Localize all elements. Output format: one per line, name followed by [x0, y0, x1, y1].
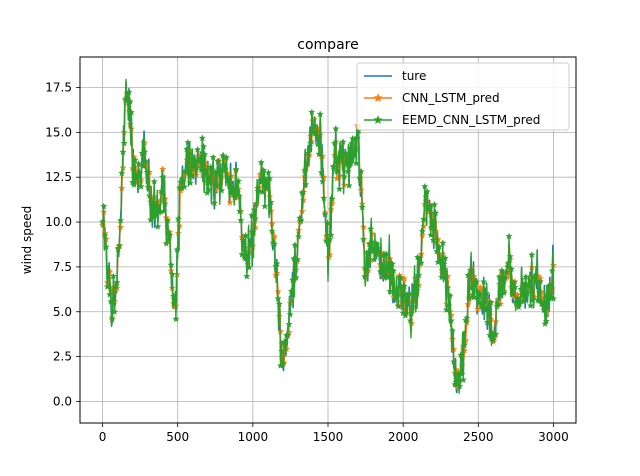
y-axis: 0.0 2.5 5.0 7.5 10.0 12.5 15.0 17.5 — [45, 81, 80, 408]
y-tick-label: 17.5 — [45, 81, 72, 95]
y-tick-label: 5.0 — [53, 305, 72, 319]
y-tick-label: 2.5 — [53, 350, 72, 364]
x-tick-label: 2500 — [463, 430, 494, 444]
series-markers-eemd-cnn-lstm-pred — [98, 88, 558, 390]
legend-marker — [373, 115, 383, 124]
x-tick-label: 2000 — [388, 430, 419, 444]
legend-label: CNN_LSTM_pred — [402, 91, 500, 105]
x-tick-label: 1000 — [238, 430, 269, 444]
y-tick-label: 15.0 — [45, 125, 72, 139]
y-axis-label: wind speed — [20, 206, 34, 274]
chart-title: compare — [297, 37, 358, 53]
x-axis: 0 500 1000 1500 2000 2500 3000 — [99, 423, 569, 444]
y-tick-label: 12.5 — [45, 170, 72, 184]
x-tick-label: 1500 — [313, 430, 344, 444]
x-tick-label: 3000 — [538, 430, 569, 444]
x-tick-label: 0 — [99, 430, 107, 444]
x-tick-label: 500 — [166, 430, 189, 444]
legend-label: EEMD_CNN_LSTM_pred — [402, 113, 540, 127]
y-tick-label: 0.0 — [53, 394, 72, 408]
legend-frame — [356, 62, 570, 131]
legend: ture CNN_LSTM_pred EEMD_CNN_LSTM_pred — [356, 62, 570, 131]
y-tick-label: 7.5 — [53, 260, 72, 274]
legend-label: ture — [402, 69, 426, 83]
legend-marker — [373, 93, 383, 102]
series-layer — [98, 78, 558, 395]
y-tick-label: 10.0 — [45, 215, 72, 229]
